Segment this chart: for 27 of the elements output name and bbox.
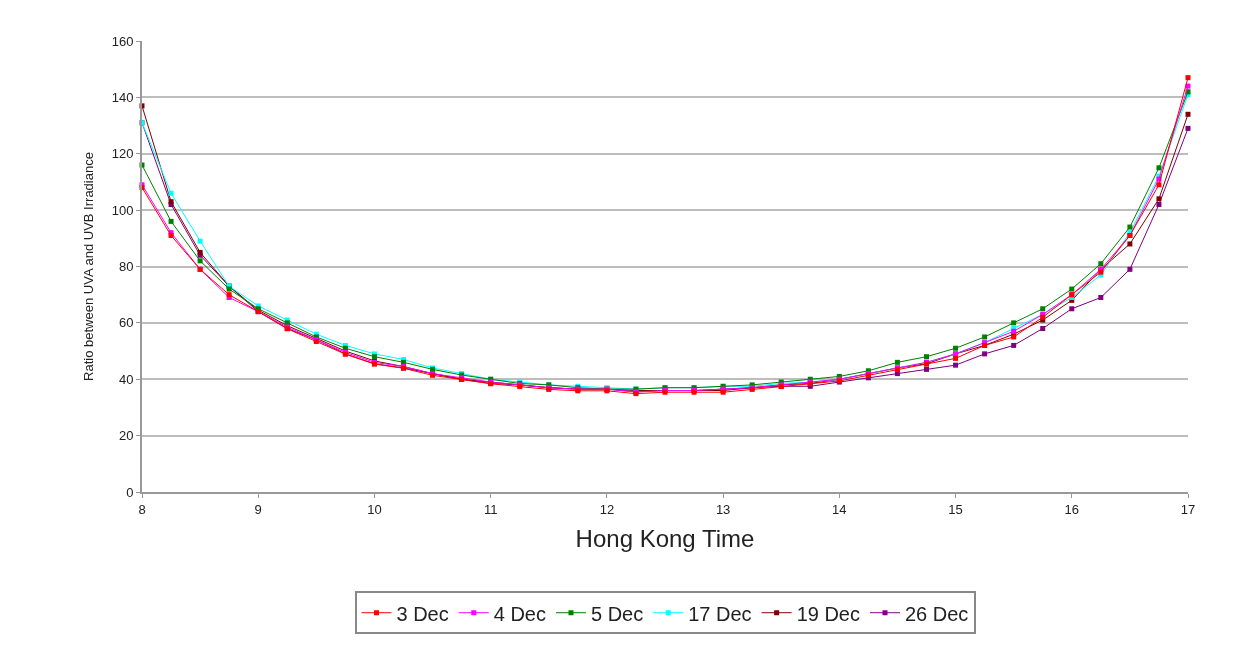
x-tick-label: 13: [715, 501, 731, 517]
legend-label: 17 Dec: [688, 602, 752, 625]
y-tick-label: 100: [111, 202, 134, 218]
x-tick-label: 16: [1064, 501, 1080, 517]
x-tick-label: 14: [832, 501, 847, 517]
y-tick-label: 120: [111, 146, 134, 162]
x-tick-label: 15: [948, 501, 963, 517]
y-tick-label: 160: [111, 33, 134, 49]
y-tick-label: 20: [118, 428, 134, 444]
y-tick-label: 0: [126, 484, 134, 500]
legend-label: 19 Dec: [796, 602, 860, 625]
x-tick-label: 17: [1180, 501, 1196, 517]
legend-label: 3 Dec: [396, 602, 449, 625]
x-tick-label: 9: [254, 501, 262, 517]
legend-label: 4 Dec: [493, 602, 546, 625]
x-tick-label: 12: [599, 501, 615, 517]
x-axis-title: Hong Kong Time: [575, 525, 755, 553]
legend-label: 5 Dec: [591, 602, 644, 625]
y-tick-label: 80: [118, 259, 134, 275]
y-tick-label: 40: [118, 371, 134, 387]
legend-label: 26 Dec: [905, 602, 969, 625]
y-axis-title: Ratio between UVA and UVB Irradiance: [81, 152, 97, 381]
x-tick-label: 10: [367, 501, 382, 517]
x-tick-label: 11: [483, 501, 498, 517]
y-tick-label: 60: [118, 315, 134, 331]
y-tick-label: 140: [111, 89, 134, 105]
x-tick-label: 8: [138, 501, 146, 517]
